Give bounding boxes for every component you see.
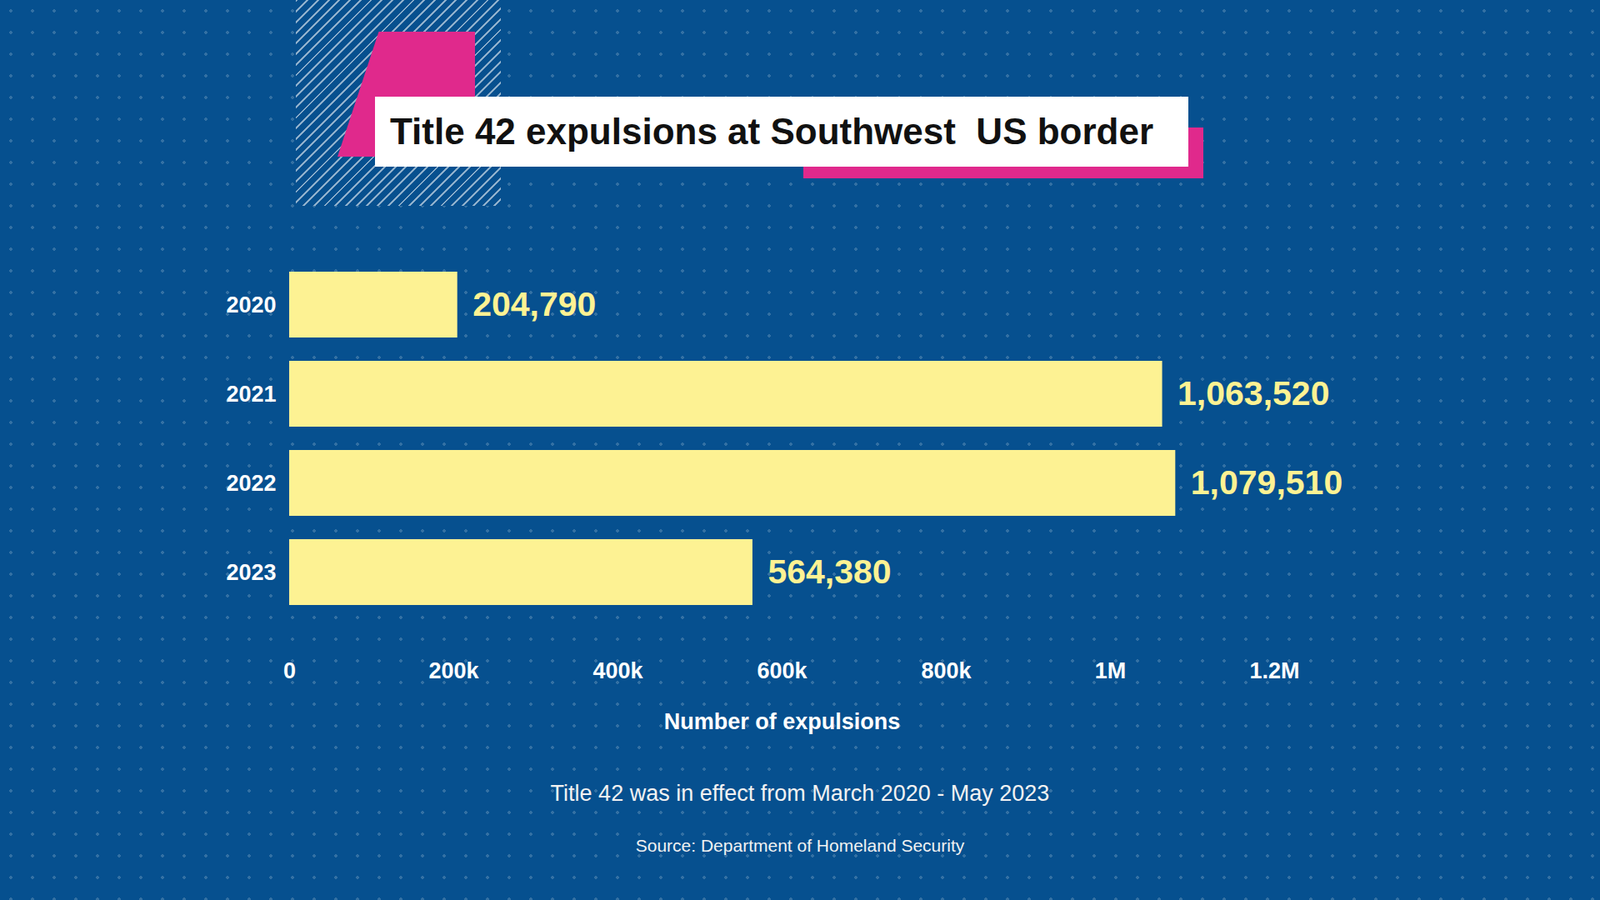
svg-text:2021: 2021 xyxy=(225,381,276,407)
html-text:Source: Department of Homeland: Source: Department of Homeland Security xyxy=(635,835,965,855)
svg-text:400k: 400k xyxy=(592,658,644,684)
svg-text:0: 0 xyxy=(283,658,296,684)
svg-text:1M: 1M xyxy=(1095,658,1127,684)
html-text:Title 42 was in effect from Ma: Title 42 was in effect from March 2020 -… xyxy=(550,780,1050,806)
svg-text:2023: 2023 xyxy=(225,560,276,585)
svg-text:600k: 600k xyxy=(756,658,808,684)
svg-text:564,380: 564,380 xyxy=(767,552,891,591)
svg-text:1,063,520: 1,063,520 xyxy=(1177,374,1330,413)
svg-text:204,790: 204,790 xyxy=(472,285,596,324)
html-text:Title 42 expulsions at Southwe: Title 42 expulsions at Southwest US bord… xyxy=(390,110,1154,152)
svg-text:2022: 2022 xyxy=(225,470,276,496)
svg-text:800k: 800k xyxy=(920,658,972,684)
svg-text:200k: 200k xyxy=(428,658,480,684)
svg-text:1.2M: 1.2M xyxy=(1249,658,1300,684)
svg-text:1,079,510: 1,079,510 xyxy=(1190,463,1343,502)
svg-text:2020: 2020 xyxy=(225,292,276,318)
svg-text:Number of expulsions: Number of expulsions xyxy=(664,709,901,735)
